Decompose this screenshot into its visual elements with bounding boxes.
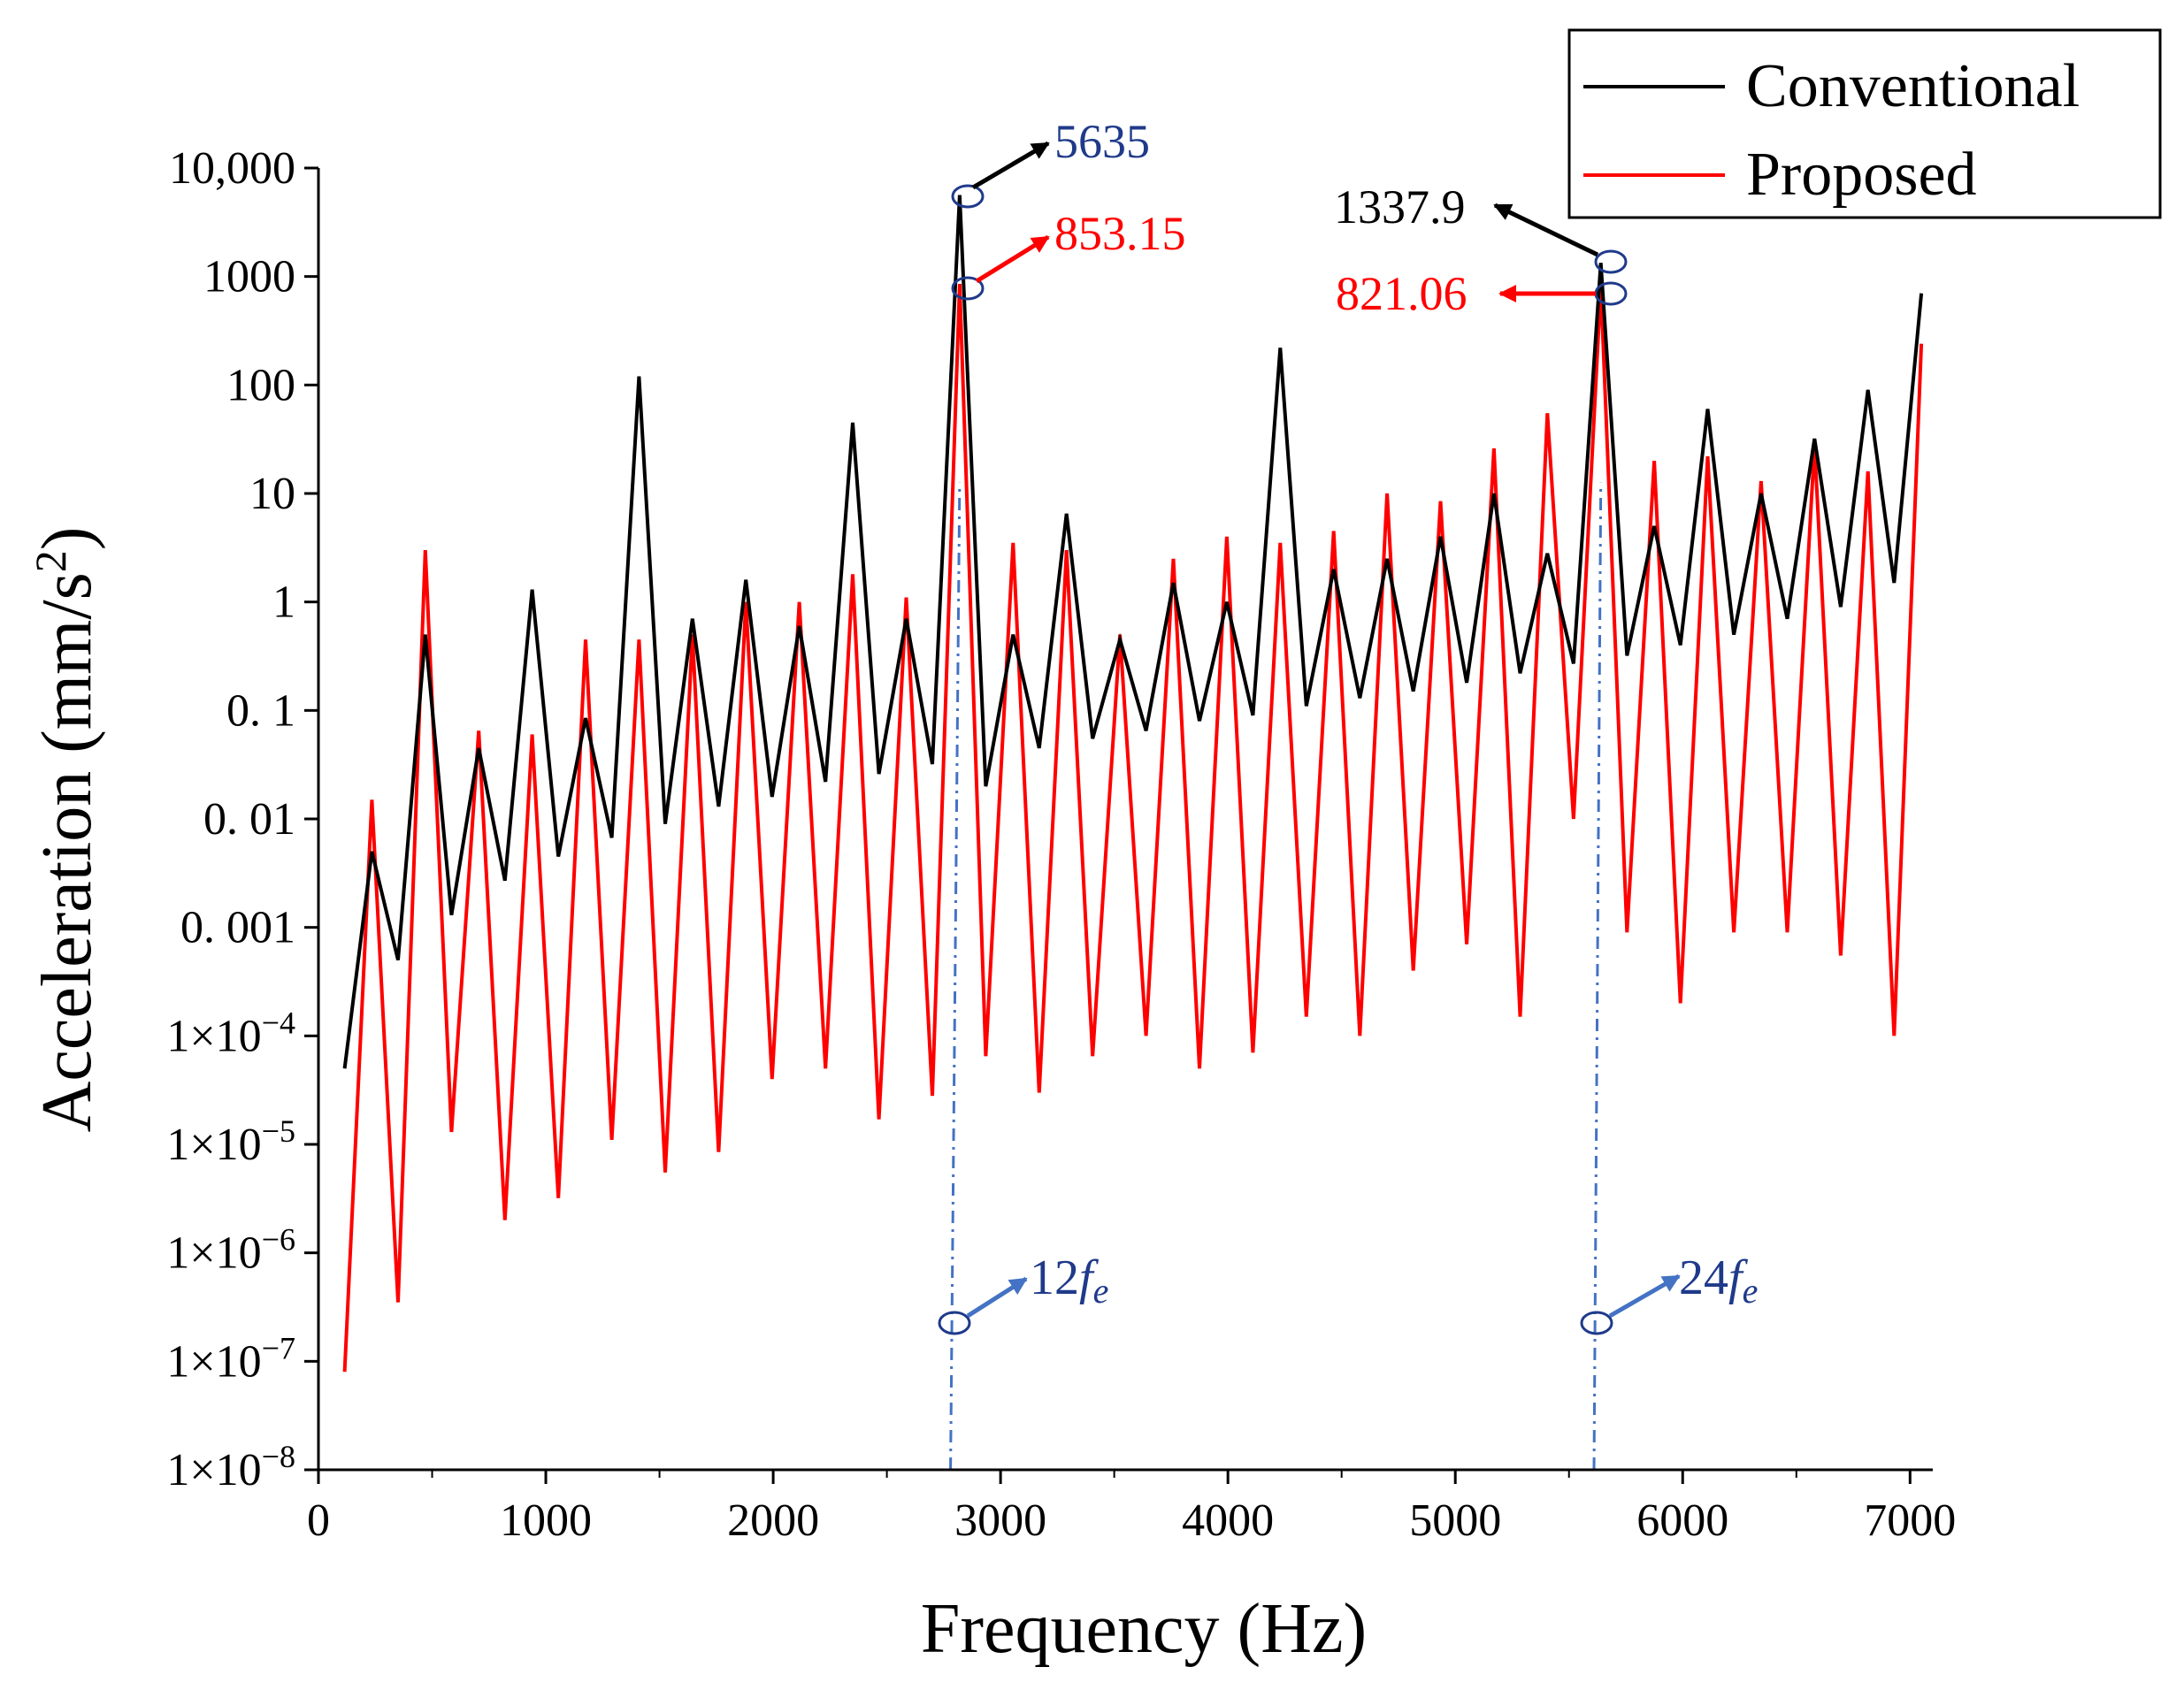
harmonic-labels: 12fe 24fe [938, 1250, 1758, 1335]
x-tick-label: 2000 [727, 1495, 819, 1546]
y-tick-label: 1×10−5 [166, 1113, 295, 1170]
peak-arrow-conventional-12fe [971, 141, 1050, 190]
legend-box [1567, 28, 2162, 219]
y-axis-title: Acceleration (mm/s2) [26, 527, 106, 1133]
y-tick-label: 10 [249, 469, 295, 519]
y-tick-label: 10,000 [169, 143, 295, 194]
y-tick-label: 1×10−8 [166, 1439, 295, 1495]
peak-label-821-06: 821.06 [1336, 267, 1467, 320]
x-tick-label: 6000 [1636, 1495, 1728, 1546]
y-tick-label: 0. 001 [180, 903, 295, 953]
series-line-conventional [342, 195, 1924, 1069]
harmonic-label-24fe: 24fe [1679, 1250, 1758, 1311]
peak-marker-proposed-12fe [951, 276, 985, 301]
y-tick-label: 0. 1 [226, 685, 295, 736]
peak-label-853-15: 853.15 [1054, 207, 1186, 260]
y-tick-label: 1000 [203, 252, 295, 302]
harmonic-marker-24fe [1580, 1311, 1613, 1335]
y-ticks: 10,000 1000 100 10 1 0. 1 0. 01 0. 001 1×10−4 1×1… [166, 143, 318, 1495]
y-tick-label: 1×10−7 [166, 1330, 295, 1387]
y-tick-label: 1×10−6 [166, 1222, 295, 1279]
harmonic-line-12fe [949, 482, 962, 1471]
harmonic-arrow-12fe [966, 1276, 1028, 1319]
peak-arrow-proposed-12fe [975, 234, 1050, 284]
harmonic-arrow-24fe [1608, 1273, 1681, 1319]
y-tick-label: 1 [272, 577, 295, 628]
peak-marker-conventional-24fe [1594, 249, 1628, 274]
peak-marker-conventional-12fe [951, 184, 985, 209]
x-tick-label: 4000 [1182, 1495, 1274, 1546]
harmonic-lines [949, 482, 1603, 1471]
harmonic-label-12fe: 12fe [1030, 1250, 1108, 1311]
peak-label-1337-9: 1337.9 [1334, 180, 1466, 233]
y-tick-label: 1×10−4 [166, 1005, 295, 1061]
x-ticks: 0 1000 2000 3000 4000 5000 6000 7000 [307, 1470, 1956, 1546]
series-group [342, 195, 1924, 1373]
x-axis-title: Frequency (Hz) [921, 1590, 1367, 1668]
y-tick-label: 100 [226, 360, 295, 410]
x-tick-label: 1000 [500, 1495, 592, 1546]
x-tick-label: 5000 [1409, 1495, 1501, 1546]
peak-annotations: 5635 853.15 1337.9 821.06 [951, 115, 1628, 320]
x-tick-label: 7000 [1864, 1495, 1956, 1546]
harmonic-marker-12fe [938, 1311, 971, 1335]
series-line-proposed [342, 284, 1924, 1373]
harmonic-line-24fe [1592, 482, 1603, 1471]
x-tick-label: 0 [307, 1495, 330, 1546]
legend-label-proposed: Proposed [1746, 141, 1977, 209]
legend: Conventional Proposed [1567, 28, 2162, 219]
peak-label-5635: 5635 [1054, 115, 1150, 168]
x-tick-label: 3000 [954, 1495, 1046, 1546]
y-tick-label: 0. 01 [203, 794, 295, 845]
legend-label-conventional: Conventional [1746, 52, 2080, 120]
peak-arrow-conventional-24fe [1493, 203, 1599, 257]
